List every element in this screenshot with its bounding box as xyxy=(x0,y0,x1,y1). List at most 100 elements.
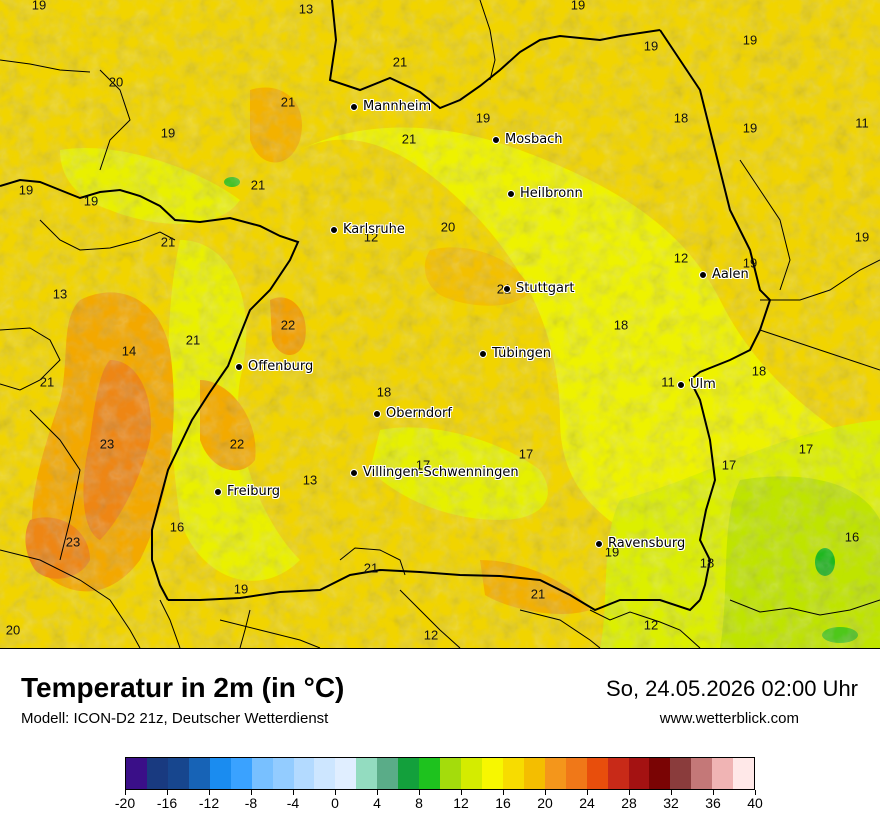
city-marker-icon xyxy=(492,135,500,144)
legend-tick xyxy=(545,790,546,795)
city-label: Stuttgart xyxy=(516,281,575,296)
legend-tick-label: -20 xyxy=(114,795,136,811)
temp-value: 18 xyxy=(699,555,715,571)
temp-value: 21 xyxy=(280,94,296,110)
city-aalen[interactable]: Aalen xyxy=(699,267,749,282)
temp-value: 22 xyxy=(280,317,296,333)
temp-value: 17 xyxy=(415,457,431,473)
city-mannheim[interactable]: Mannheim xyxy=(350,99,431,114)
temp-value: 12 xyxy=(643,617,659,633)
city-karlsruhe[interactable]: Karlsruhe xyxy=(330,222,405,237)
temperature-map[interactable]: 19 13 19 19 21 20 21 19 21 19 18 19 11 1… xyxy=(0,0,880,649)
temp-value: 11 xyxy=(661,374,675,390)
legend-tick-label: 16 xyxy=(495,795,511,811)
city-label: Karlsruhe xyxy=(343,222,405,237)
city-ravensburg[interactable]: Ravensburg xyxy=(595,536,685,551)
city-label: Aalen xyxy=(712,267,749,282)
temp-value: 19 xyxy=(604,544,620,560)
legend-tick xyxy=(629,790,630,795)
city-stuttgart[interactable]: Stuttgart xyxy=(503,281,574,296)
legend-tick xyxy=(251,790,252,795)
legend-swatch xyxy=(565,758,587,789)
legend-swatch xyxy=(272,758,294,789)
legend-swatch xyxy=(712,758,734,789)
temp-value: 18 xyxy=(376,384,392,400)
legend-tick xyxy=(503,790,504,795)
temp-value: 12 xyxy=(423,627,439,643)
legend-swatch xyxy=(523,758,545,789)
city-marker-icon xyxy=(479,349,487,358)
city-offenburg[interactable]: Offenburg xyxy=(235,359,313,374)
legend-swatch xyxy=(377,758,399,789)
legend-tick-label: 8 xyxy=(415,795,423,811)
legend-tick xyxy=(587,790,588,795)
city-oberndorf[interactable]: Oberndorf xyxy=(373,406,452,421)
legend-tick-label: 12 xyxy=(453,795,469,811)
legend-tick-label: 32 xyxy=(663,795,679,811)
legend-swatch xyxy=(691,758,713,789)
temp-value: 19 xyxy=(742,255,758,271)
temp-value: 21 xyxy=(363,560,379,576)
city-marker-icon xyxy=(507,189,515,198)
city-label: Mosbach xyxy=(505,132,563,147)
temp-value: 12 xyxy=(673,250,689,266)
temp-value: 23 xyxy=(65,534,81,550)
legend-tick-label: 40 xyxy=(747,795,763,811)
borders xyxy=(0,0,880,648)
legend-tick-label: -8 xyxy=(244,795,258,811)
city-label: Ulm xyxy=(690,377,716,392)
city-label: Mannheim xyxy=(363,99,432,114)
legend-swatch xyxy=(251,758,273,789)
temp-value: 19 xyxy=(475,110,491,126)
legend-tick-label: 4 xyxy=(373,795,381,811)
city-villingen[interactable]: Villingen-Schwenningen xyxy=(350,465,519,480)
city-marker-icon xyxy=(350,102,358,111)
temp-value: 16 xyxy=(844,529,860,545)
temp-value: 21 xyxy=(392,54,408,70)
legend-swatch xyxy=(167,758,189,789)
website-link[interactable]: www.wetterblick.com xyxy=(659,710,799,727)
city-heilbronn[interactable]: Heilbronn xyxy=(507,186,583,201)
legend-tick-label: -16 xyxy=(156,795,178,811)
city-marker-icon xyxy=(235,362,243,371)
page-title: Temperatur in 2m (in °C) xyxy=(21,672,345,703)
legend-swatch xyxy=(440,758,461,789)
field-texture xyxy=(0,0,880,648)
legend-tick xyxy=(419,790,420,795)
temp-value: 18 xyxy=(673,110,689,126)
legend-swatch xyxy=(649,758,671,789)
map-canvas xyxy=(0,0,880,648)
temp-value: 19 xyxy=(18,182,34,198)
legend-swatch xyxy=(146,758,168,789)
temp-value: 19 xyxy=(570,0,586,13)
city-marker-icon xyxy=(595,539,603,548)
temp-value: 17 xyxy=(721,457,737,473)
temp-value: 17 xyxy=(798,441,814,457)
city-marker-icon xyxy=(350,468,358,477)
temp-value: 14 xyxy=(121,343,137,359)
temp-value: 21 xyxy=(530,586,546,602)
legend-tick-label: 28 xyxy=(621,795,637,811)
temp-value: 18 xyxy=(613,317,629,333)
city-ulm[interactable]: Ulm xyxy=(677,377,716,392)
legend-swatch xyxy=(419,758,441,789)
city-marker-icon xyxy=(503,284,511,293)
temp-value: 19 xyxy=(233,581,249,597)
legend-tick xyxy=(713,790,714,795)
city-mosbach[interactable]: Mosbach xyxy=(492,132,563,147)
legend-swatch xyxy=(188,758,210,789)
legend-swatch xyxy=(126,758,147,789)
temp-value: 13 xyxy=(302,472,318,488)
legend-swatch xyxy=(502,758,524,789)
city-label: Freiburg xyxy=(227,484,281,499)
color-scale-ticks: -20 -16 -12 -8 -4 0 4 8 12 16 20 24 28 32 36 40 xyxy=(115,790,763,820)
temp-value: 19 xyxy=(643,38,659,54)
model-info: Modell: ICON-D2 21z, Deutscher Wetterdie… xyxy=(21,710,329,727)
city-freiburg[interactable]: Freiburg xyxy=(214,484,280,499)
legend-swatch xyxy=(230,758,252,789)
legend-tick-label: 0 xyxy=(331,795,339,811)
city-tuebingen[interactable]: Tübingen xyxy=(479,346,551,361)
legend-swatch xyxy=(607,758,629,789)
city-label: Offenburg xyxy=(248,359,314,374)
temp-value: 19 xyxy=(854,229,870,245)
